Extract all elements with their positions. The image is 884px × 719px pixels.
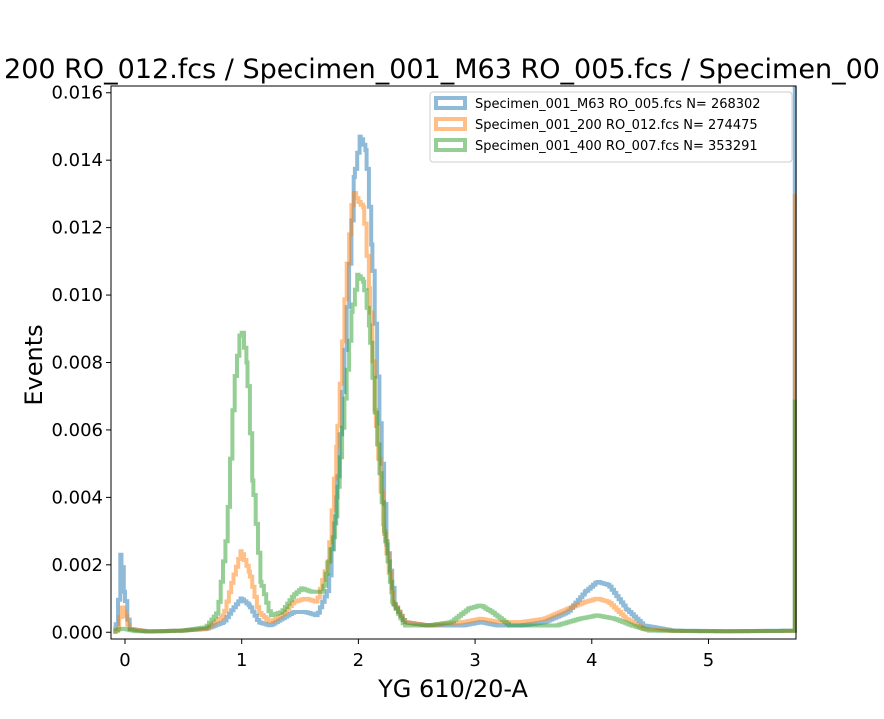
- plot-frame: [110, 85, 797, 640]
- x-tick-label: 3: [469, 650, 480, 671]
- series-layer: [113, 86, 797, 634]
- x-tick-label: 5: [703, 650, 714, 671]
- y-tick-label: 0.012: [51, 218, 103, 239]
- legend-label: Specimen_001_M63 RO_005.fcs N= 268302: [475, 97, 761, 112]
- series-line-1: [113, 191, 797, 634]
- x-tick-label: 1: [236, 650, 247, 671]
- y-axis-label: Events: [20, 324, 48, 405]
- legend-swatch: [434, 138, 467, 152]
- legend-frame: [429, 91, 793, 163]
- legend-label: Specimen_001_200 RO_012.fcs N= 274475: [475, 118, 758, 133]
- y-tick-label: 0.016: [51, 83, 103, 104]
- y-tick-label: 0.014: [51, 150, 103, 171]
- y-tick-label: 0.008: [51, 353, 103, 374]
- chart-title: 200 RO_012.fcs / Specimen_001_M63 RO_005…: [4, 54, 880, 85]
- y-tick-label: 0.010: [51, 285, 103, 306]
- x-axis-label: YG 610/20-A: [377, 675, 528, 703]
- x-tick-label: 2: [353, 650, 364, 671]
- x-tick-label: 0: [119, 650, 130, 671]
- series-line-2: [113, 272, 797, 634]
- x-ticks: 0 1 2 3 4 5: [119, 639, 714, 671]
- legend-swatch: [434, 96, 467, 110]
- y-tick-label: 0.006: [51, 420, 103, 441]
- x-tick-label: 4: [586, 650, 597, 671]
- series-line-0: [113, 86, 797, 634]
- legend-swatch: [434, 117, 467, 131]
- y-tick-label: 0.004: [51, 487, 103, 508]
- y-ticks: 0.000 0.002 0.004 0.006 0.008 0.010 0.012 0.014…: [51, 83, 111, 643]
- legend-label: Specimen_001_400 RO_007.fcs N= 353291: [475, 139, 758, 154]
- y-tick-label: 0.002: [51, 555, 103, 576]
- y-tick-label: 0.000: [51, 622, 103, 643]
- legend: Specimen_001_M63 RO_005.fcs N= 268302 Spe…: [429, 91, 793, 163]
